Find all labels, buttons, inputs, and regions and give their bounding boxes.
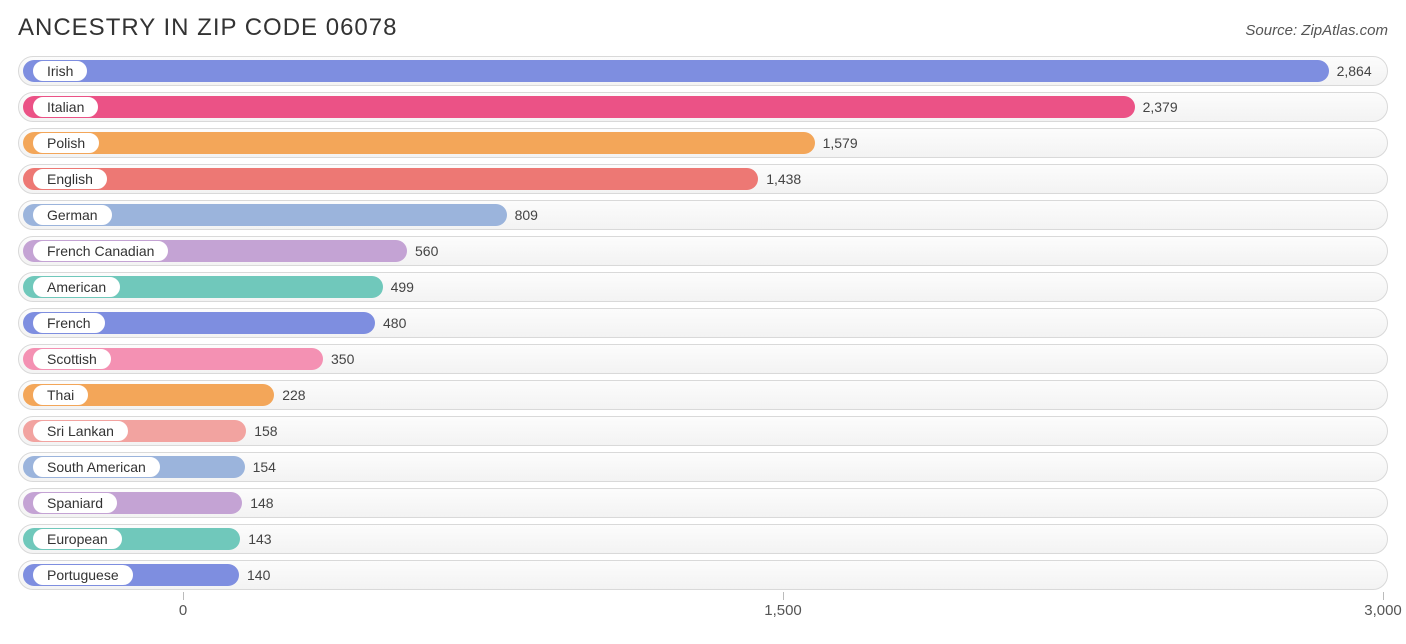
axis-tick-label: 3,000 — [1364, 602, 1402, 619]
bar-label-pill: French — [32, 312, 106, 334]
bar-label-pill: German — [32, 204, 113, 226]
bar-label-pill: European — [32, 528, 123, 550]
bar-label-pill: Spaniard — [32, 492, 118, 514]
source-prefix: Source: — [1245, 22, 1301, 39]
bar-row: English 1,438 — [18, 164, 1388, 194]
bar-row: European 143 — [18, 524, 1388, 554]
bar-row: Spaniard 148 — [18, 488, 1388, 518]
bar-row: Italian 2,379 — [18, 92, 1388, 122]
bar-label-pill: American — [32, 276, 121, 298]
bar-value: 809 — [507, 200, 538, 230]
bar-fill — [23, 132, 815, 154]
source-attribution: Source: ZipAtlas.com — [1245, 22, 1388, 39]
bar-row: Irish 2,864 — [18, 56, 1388, 86]
x-axis: 01,5003,000 — [18, 596, 1388, 626]
bar-row: French Canadian 560 — [18, 236, 1388, 266]
chart-title: ANCESTRY IN ZIP CODE 06078 — [18, 14, 397, 42]
bar-value: 350 — [323, 344, 354, 374]
bar-label-pill: Scottish — [32, 348, 112, 370]
chart-area: Irish 2,864 Italian 2,379 Polish 1,579 English… — [18, 56, 1388, 596]
bar-row: Scottish 350 — [18, 344, 1388, 374]
source-name: ZipAtlas.com — [1301, 22, 1388, 39]
bar-row: Thai 228 — [18, 380, 1388, 410]
bar-value: 2,864 — [1329, 56, 1372, 86]
bar-label-pill: Italian — [32, 96, 99, 118]
bar-label-pill: Thai — [32, 384, 89, 406]
axis-tick-label: 1,500 — [764, 602, 802, 619]
bar-value: 480 — [375, 308, 406, 338]
bar-label-pill: Sri Lankan — [32, 420, 129, 442]
bar-value: 228 — [274, 380, 305, 410]
bar-fill — [23, 96, 1135, 118]
bar-label-pill: South American — [32, 456, 161, 478]
bar-row: Portuguese 140 — [18, 560, 1388, 590]
bar-row: Sri Lankan 158 — [18, 416, 1388, 446]
bar-label-pill: Irish — [32, 60, 88, 82]
bar-value: 1,438 — [758, 164, 801, 194]
axis-tick-mark — [1383, 592, 1384, 600]
axis-tick-label: 0 — [179, 602, 187, 619]
bar-label-pill: French Canadian — [32, 240, 169, 262]
axis-tick-mark — [783, 592, 784, 600]
bar-row: German 809 — [18, 200, 1388, 230]
bar-value: 148 — [242, 488, 273, 518]
bar-row: South American 154 — [18, 452, 1388, 482]
bar-value: 2,379 — [1135, 92, 1178, 122]
bar-row: Polish 1,579 — [18, 128, 1388, 158]
bar-label-pill: Portuguese — [32, 564, 134, 586]
bar-fill — [23, 60, 1329, 82]
bar-value: 154 — [245, 452, 276, 482]
bar-value: 1,579 — [815, 128, 858, 158]
axis-tick-mark — [183, 592, 184, 600]
bar-label-pill: Polish — [32, 132, 100, 154]
bar-value: 499 — [383, 272, 414, 302]
bar-fill — [23, 168, 758, 190]
bar-row: French 480 — [18, 308, 1388, 338]
bar-value: 140 — [239, 560, 270, 590]
bar-label-pill: English — [32, 168, 108, 190]
bar-value: 143 — [240, 524, 271, 554]
bar-row: American 499 — [18, 272, 1388, 302]
bar-value: 560 — [407, 236, 438, 266]
bar-value: 158 — [246, 416, 277, 446]
